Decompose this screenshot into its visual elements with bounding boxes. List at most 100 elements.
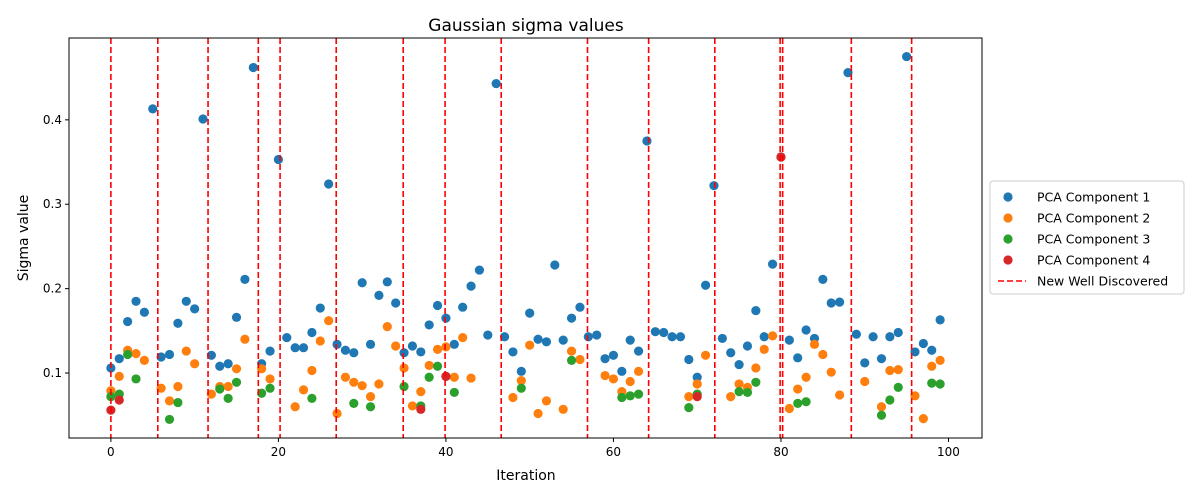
series-1-point-42	[458, 302, 468, 312]
series-1-point-98	[927, 345, 937, 355]
series-3-point-10	[265, 383, 275, 393]
series-1-point-87	[835, 297, 845, 307]
series-1-point-68	[675, 332, 686, 342]
series-1-point-56	[575, 302, 585, 312]
series-1-point-64	[642, 136, 652, 146]
series-1-point-82	[793, 353, 803, 363]
series-2-point-17	[290, 402, 300, 412]
series-1-point-11	[198, 114, 208, 124]
legend-label-3: PCA Component 3	[1037, 232, 1150, 247]
series-1-point-28	[340, 345, 351, 355]
series-1-point-69	[684, 354, 694, 365]
series-4-point-4	[692, 392, 702, 402]
series-1-point-65	[650, 327, 660, 337]
x-tick-label-1: 20	[271, 445, 286, 459]
series-2-point-68	[860, 376, 870, 387]
series-2-point-16	[265, 374, 275, 384]
y-tick-label-0: 0.1	[43, 366, 62, 380]
series-1-point-31	[365, 339, 376, 349]
series-1-point-47	[499, 332, 510, 342]
series-3-point-13	[365, 402, 376, 412]
series-1-point-49	[516, 366, 526, 376]
series-3-point-9	[257, 388, 267, 398]
series-1-point-40	[441, 313, 451, 323]
series-2-point-69	[876, 402, 887, 412]
series-1-point-3	[131, 296, 141, 306]
series-2-point-72	[910, 391, 920, 401]
series-4-point-1	[114, 395, 124, 405]
series-3-point-27	[734, 386, 744, 397]
series-1-point-37	[416, 347, 426, 357]
series-4-point-5	[776, 152, 786, 162]
series-3-point-17	[432, 361, 443, 371]
series-2-point-1	[114, 371, 124, 381]
series-1-point-53	[550, 260, 560, 270]
series-3-point-6	[215, 384, 225, 394]
series-2-point-22	[332, 408, 342, 419]
series-1-point-25	[315, 303, 325, 313]
series-3-point-25	[684, 403, 694, 413]
series-2-point-4	[139, 355, 149, 365]
series-2-point-20	[315, 336, 325, 346]
series-2-point-67	[835, 390, 845, 400]
series-3-point-33	[885, 395, 895, 405]
series-2-point-29	[391, 341, 401, 351]
series-2-point-35	[441, 342, 451, 352]
series-1-point-5	[148, 104, 158, 114]
series-4-point-3	[441, 371, 451, 381]
chart-title: Gaussian sigma values	[428, 16, 624, 36]
series-2-point-19	[307, 365, 317, 376]
series-2-point-15	[257, 364, 267, 374]
series-1-point-43	[466, 281, 476, 291]
series-1-point-51	[533, 334, 543, 344]
series-3-point-19	[449, 387, 459, 398]
series-1-point-10	[190, 304, 200, 314]
series-1-point-63	[633, 346, 644, 356]
series-2-point-71	[893, 365, 903, 375]
series-2-point-21	[324, 316, 334, 326]
series-1-point-92	[876, 354, 887, 364]
series-1-point-71	[700, 280, 711, 290]
series-1-point-61	[617, 366, 627, 376]
legend-label-2: PCA Component 2	[1037, 211, 1150, 226]
series-1-point-33	[382, 277, 392, 287]
series-1-point-96	[910, 347, 920, 357]
series-2-point-62	[793, 384, 803, 394]
series-1-point-6	[156, 352, 166, 362]
series-1-point-14	[223, 359, 233, 369]
series-2-point-48	[608, 374, 619, 384]
series-2	[106, 316, 945, 424]
series-2-point-7	[173, 381, 183, 392]
series-1-point-72	[709, 181, 719, 191]
series-2-point-63	[801, 372, 811, 382]
series-3-point-3	[131, 374, 141, 384]
series-1-point-52	[541, 337, 552, 347]
series-1-point-67	[667, 332, 677, 342]
series-3-point-32	[876, 410, 887, 420]
series-2-point-26	[365, 392, 376, 402]
series-3-point-2	[123, 349, 133, 360]
series-1-point-38	[424, 320, 434, 330]
series-1-point-62	[625, 335, 635, 345]
series-3-point-21	[566, 355, 577, 365]
plot-frame	[68, 37, 983, 439]
series-1-point-59	[600, 354, 610, 364]
series-2-point-36	[449, 372, 459, 382]
series-1-point-4	[139, 307, 149, 317]
legend-marker-4	[1003, 255, 1013, 265]
legend-label-1: PCA Component 1	[1037, 190, 1150, 205]
x-tick-label-0: 0	[107, 445, 115, 459]
series-2-point-52	[684, 392, 694, 402]
series-3-point-12	[349, 398, 359, 408]
series-2-point-70	[885, 365, 895, 376]
series-3-point-23	[625, 391, 635, 401]
series-1-point-70	[692, 372, 702, 382]
vline-group	[110, 38, 913, 438]
series-3-point-35	[927, 378, 937, 388]
series-2-point-37	[458, 332, 468, 343]
series-1-point-86	[826, 298, 836, 308]
series-1-point-99	[935, 315, 945, 325]
legend-label-4: PCA Component 4	[1037, 253, 1150, 268]
series-2-point-73	[918, 413, 928, 424]
series-2-point-58	[751, 363, 761, 373]
